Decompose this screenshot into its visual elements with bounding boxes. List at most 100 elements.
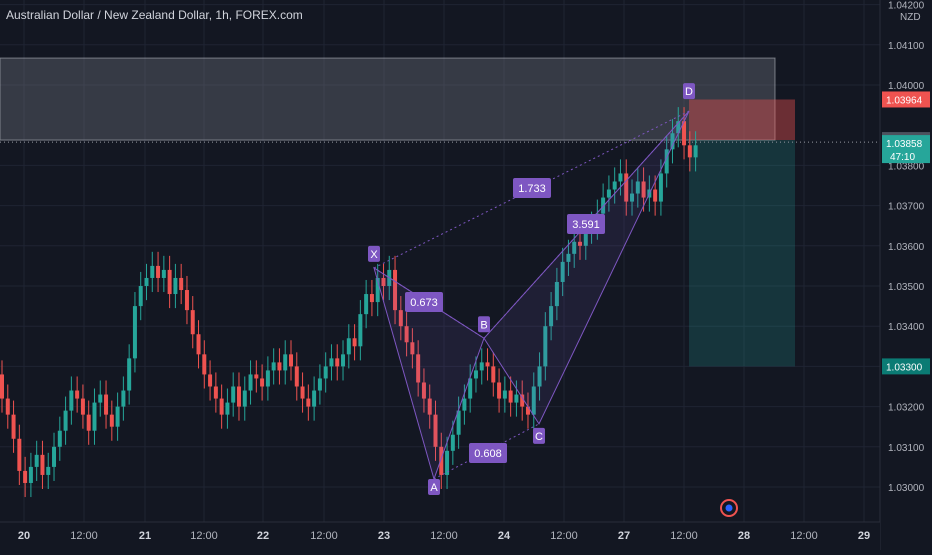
price-tick-label: 1.03600 <box>888 242 925 253</box>
candle-body <box>213 386 218 399</box>
time-tick-label: 20 <box>18 530 30 542</box>
candle-body <box>75 390 80 399</box>
pattern-point-label: D <box>685 86 693 98</box>
candle-body <box>416 354 421 383</box>
candle-body <box>312 390 317 407</box>
candle-body <box>208 374 213 387</box>
candle-body <box>369 294 374 303</box>
candle-body <box>63 410 68 431</box>
candle-body <box>104 394 109 415</box>
candle-body <box>445 450 450 475</box>
candle-body <box>341 354 346 367</box>
candle-body <box>421 382 426 399</box>
pattern-ratio-line <box>483 110 690 339</box>
candle-body <box>92 402 97 431</box>
candle-body <box>323 366 328 379</box>
candle-body <box>335 358 340 367</box>
pattern-point-label: B <box>480 319 487 331</box>
candle-body <box>583 229 588 246</box>
candle-body <box>658 173 663 202</box>
time-tick-label: 27 <box>618 530 630 542</box>
candle-body <box>578 241 582 246</box>
candle-body <box>410 342 415 355</box>
candle-body <box>317 378 322 391</box>
time-tick-label: 12:00 <box>190 530 218 542</box>
candle-body <box>682 121 687 146</box>
candle-body <box>346 338 351 355</box>
candle-body <box>531 386 536 415</box>
candle-body <box>173 277 178 295</box>
time-tick-label: 12:00 <box>70 530 98 542</box>
candle-body <box>46 466 51 475</box>
candle-body <box>86 414 91 431</box>
candle-body <box>693 145 698 158</box>
time-tick-label: 21 <box>139 530 151 542</box>
price-tick-label: 1.03800 <box>888 161 925 172</box>
candle-body <box>485 362 490 367</box>
candle-body <box>289 354 293 367</box>
candle-body <box>98 394 103 403</box>
ratio-label-bg <box>405 292 443 312</box>
candle-body <box>57 430 62 447</box>
candle-body <box>381 277 386 286</box>
stop-price-tag-bg <box>882 91 930 108</box>
stop-loss-zone <box>689 99 795 141</box>
candle-body <box>543 326 548 367</box>
candle-body <box>624 173 629 202</box>
candle-body <box>572 241 577 254</box>
candle-body <box>676 121 681 134</box>
price-tick-label: 1.03400 <box>888 322 925 333</box>
candle-body <box>277 362 282 371</box>
candle-body <box>161 269 166 278</box>
target-price-tag-bg <box>882 358 930 375</box>
stop-price-tag: 1.03964 <box>886 95 923 106</box>
candle-body <box>167 269 172 295</box>
candle-body <box>40 454 45 475</box>
candle-body <box>202 354 207 375</box>
price-tick-label: 1.04200 <box>888 1 925 12</box>
candle-body <box>190 310 195 335</box>
candle-body <box>242 390 247 407</box>
candle-body <box>69 390 74 411</box>
candle-body <box>612 181 617 190</box>
ratio-label: 0.608 <box>474 448 502 460</box>
time-tick-label: 24 <box>498 530 511 542</box>
candle-body <box>34 454 39 467</box>
candle-body <box>115 406 120 427</box>
candle-body <box>109 414 114 427</box>
candle-body <box>352 338 357 347</box>
time-tick-label: 12:00 <box>790 530 818 542</box>
candle-body <box>236 386 241 407</box>
candle-body <box>491 366 496 383</box>
candle-body <box>254 374 259 379</box>
price-tick-label: 1.03700 <box>888 202 925 213</box>
candle-body <box>549 306 554 327</box>
candle-body <box>156 265 161 278</box>
candle-body <box>525 406 530 415</box>
candle-body <box>260 378 265 387</box>
candle-body <box>11 414 16 439</box>
candle-body <box>630 193 635 202</box>
candle-body <box>508 390 513 403</box>
price-tick-label: 1.03500 <box>888 282 925 293</box>
time-axis-bg <box>0 522 880 550</box>
current-price-tag: 1.03858 <box>886 139 923 150</box>
pattern-point-label: C <box>535 431 543 443</box>
candle-body <box>398 310 403 327</box>
ratio-label-bg <box>567 214 605 234</box>
event-marker-dot <box>725 504 733 512</box>
candle-body <box>433 414 438 447</box>
candle-body <box>329 358 334 367</box>
currency-label: NZD <box>900 12 921 23</box>
candle-body <box>606 189 611 198</box>
candle-body <box>121 390 126 407</box>
time-tick-label: 22 <box>257 530 269 542</box>
candle-body <box>670 133 675 150</box>
candle-body <box>653 189 658 202</box>
candle-body <box>306 398 311 407</box>
candle-body <box>393 269 398 311</box>
time-tick-label: 29 <box>858 530 870 542</box>
